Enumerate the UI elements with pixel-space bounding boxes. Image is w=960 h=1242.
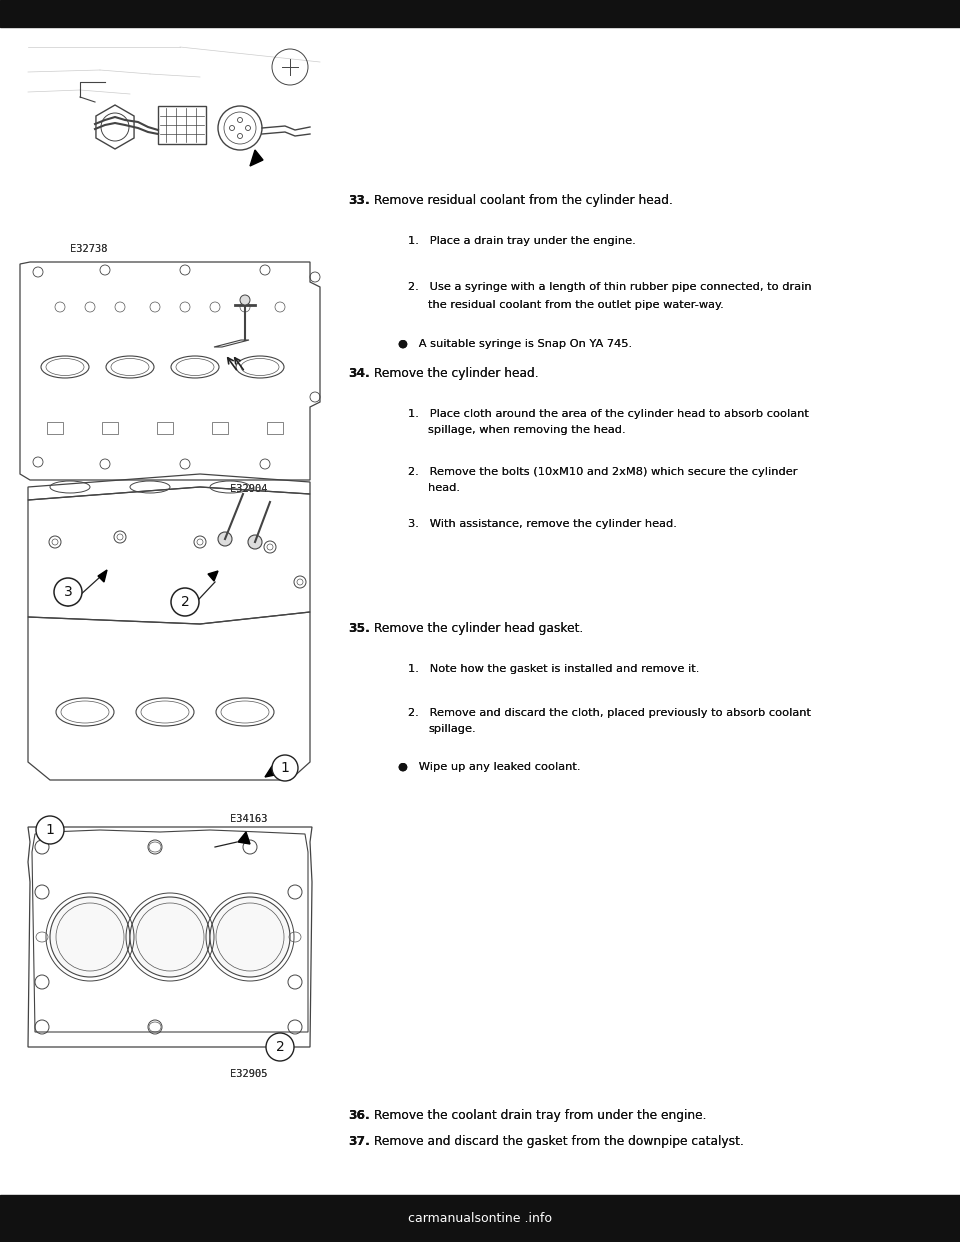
Polygon shape (250, 150, 263, 166)
Text: E32905: E32905 (230, 1069, 268, 1079)
Text: carmanualsontine .info: carmanualsontine .info (408, 1212, 552, 1225)
Text: 36.: 36. (348, 1109, 370, 1122)
Text: 1.   Place a drain tray under the engine.: 1. Place a drain tray under the engine. (408, 236, 636, 246)
Text: Remove residual coolant from the cylinder head.: Remove residual coolant from the cylinde… (370, 194, 673, 207)
Text: ●   A suitable syringe is Snap On YA 745.: ● A suitable syringe is Snap On YA 745. (398, 339, 632, 349)
Bar (28, 252, 328, 479)
Text: ●   A suitable syringe is Snap On YA 745.: ● A suitable syringe is Snap On YA 745. (398, 339, 632, 349)
Circle shape (36, 816, 64, 845)
Text: 1.   Place cloth around the area of the cylinder head to absorb coolant: 1. Place cloth around the area of the cy… (408, 409, 809, 419)
Text: ●   Wipe up any leaked coolant.: ● Wipe up any leaked coolant. (398, 763, 581, 773)
Bar (0, 0, 960, 27)
Text: 1: 1 (45, 823, 55, 837)
Bar (267, 422, 283, 433)
Text: E32904: E32904 (230, 484, 268, 494)
Text: 2.   Remove and discard the cloth, placed previously to absorb coolant: 2. Remove and discard the cloth, placed … (408, 708, 811, 718)
Text: the residual coolant from the outlet pipe water-way.: the residual coolant from the outlet pip… (428, 301, 724, 310)
Text: E32904: E32904 (230, 484, 268, 494)
Circle shape (171, 587, 199, 616)
Text: 2: 2 (180, 595, 189, 609)
Text: E34163: E34163 (230, 814, 268, 823)
Text: 35.: 35. (348, 622, 370, 635)
Text: 2.   Remove the bolts (10xM10 and 2xM8) which secure the cylinder: 2. Remove the bolts (10xM10 and 2xM8) wh… (408, 467, 798, 477)
Text: 37.: 37. (348, 1135, 370, 1148)
Bar (157, 422, 173, 433)
Text: 2.   Use a syringe with a length of thin rubber pipe connected, to drain: 2. Use a syringe with a length of thin r… (408, 282, 811, 292)
Polygon shape (98, 570, 107, 582)
Text: 33.: 33. (348, 194, 370, 207)
Circle shape (218, 532, 232, 546)
Text: spillage.: spillage. (428, 724, 475, 734)
Text: 33.: 33. (348, 194, 370, 207)
Text: 3: 3 (63, 585, 72, 599)
Bar (212, 422, 228, 433)
Text: 2: 2 (276, 1040, 284, 1054)
Text: E32738: E32738 (70, 243, 108, 255)
Text: Remove and discard the gasket from the downpipe catalyst.: Remove and discard the gasket from the d… (370, 1135, 744, 1148)
Circle shape (266, 1033, 294, 1061)
Text: 3.   With assistance, remove the cylinder head.: 3. With assistance, remove the cylinder … (408, 519, 677, 529)
Text: 34.: 34. (348, 366, 370, 380)
Circle shape (54, 578, 82, 606)
Circle shape (272, 755, 298, 781)
Text: 1.   Place cloth around the area of the cylinder head to absorb coolant: 1. Place cloth around the area of the cy… (408, 409, 809, 419)
Text: head.: head. (428, 483, 460, 493)
Text: Remove and discard the gasket from the downpipe catalyst.: Remove and discard the gasket from the d… (370, 1135, 744, 1148)
Text: spillage, when removing the head.: spillage, when removing the head. (428, 425, 626, 435)
Polygon shape (238, 832, 250, 845)
Bar (20, 492, 325, 810)
Circle shape (50, 897, 130, 977)
Text: 1: 1 (280, 761, 289, 775)
Text: 3.   With assistance, remove the cylinder head.: 3. With assistance, remove the cylinder … (408, 519, 677, 529)
Text: spillage.: spillage. (428, 724, 475, 734)
Text: E32905: E32905 (230, 1069, 268, 1079)
Circle shape (210, 897, 290, 977)
Bar (28, 30, 328, 240)
Text: 1.   Note how the gasket is installed and remove it.: 1. Note how the gasket is installed and … (408, 664, 700, 674)
Polygon shape (265, 766, 280, 777)
Text: ●   Wipe up any leaked coolant.: ● Wipe up any leaked coolant. (398, 763, 581, 773)
Text: spillage, when removing the head.: spillage, when removing the head. (428, 425, 626, 435)
Circle shape (130, 897, 210, 977)
Text: 37.: 37. (348, 1135, 370, 1148)
Text: Remove the cylinder head.: Remove the cylinder head. (370, 366, 539, 380)
Polygon shape (208, 571, 218, 581)
Bar (102, 422, 118, 433)
Text: head.: head. (428, 483, 460, 493)
Text: Remove the cylinder head.: Remove the cylinder head. (370, 366, 539, 380)
Text: E34163: E34163 (230, 814, 268, 823)
Bar (20, 822, 325, 1064)
Text: Remove residual coolant from the cylinder head.: Remove residual coolant from the cylinde… (370, 194, 673, 207)
Text: 35.: 35. (348, 622, 370, 635)
Text: Remove the coolant drain tray from under the engine.: Remove the coolant drain tray from under… (370, 1109, 707, 1122)
Polygon shape (214, 340, 249, 347)
Text: Remove the coolant drain tray from under the engine.: Remove the coolant drain tray from under… (370, 1109, 707, 1122)
Text: Remove the cylinder head gasket.: Remove the cylinder head gasket. (370, 622, 584, 635)
Text: 2.   Use a syringe with a length of thin rubber pipe connected, to drain: 2. Use a syringe with a length of thin r… (408, 282, 811, 292)
Text: E32738: E32738 (70, 243, 108, 255)
Text: 1.   Place a drain tray under the engine.: 1. Place a drain tray under the engine. (408, 236, 636, 246)
Circle shape (248, 535, 262, 549)
Text: 2.   Remove the bolts (10xM10 and 2xM8) which secure the cylinder: 2. Remove the bolts (10xM10 and 2xM8) wh… (408, 467, 798, 477)
Bar (0, 1195, 960, 1242)
Circle shape (240, 296, 250, 306)
Bar (47, 422, 63, 433)
Text: Remove the cylinder head gasket.: Remove the cylinder head gasket. (370, 622, 584, 635)
Text: 1.   Note how the gasket is installed and remove it.: 1. Note how the gasket is installed and … (408, 664, 700, 674)
Text: 36.: 36. (348, 1109, 370, 1122)
Text: 2.   Remove and discard the cloth, placed previously to absorb coolant: 2. Remove and discard the cloth, placed … (408, 708, 811, 718)
Text: the residual coolant from the outlet pipe water-way.: the residual coolant from the outlet pip… (428, 301, 724, 310)
Text: 34.: 34. (348, 366, 370, 380)
